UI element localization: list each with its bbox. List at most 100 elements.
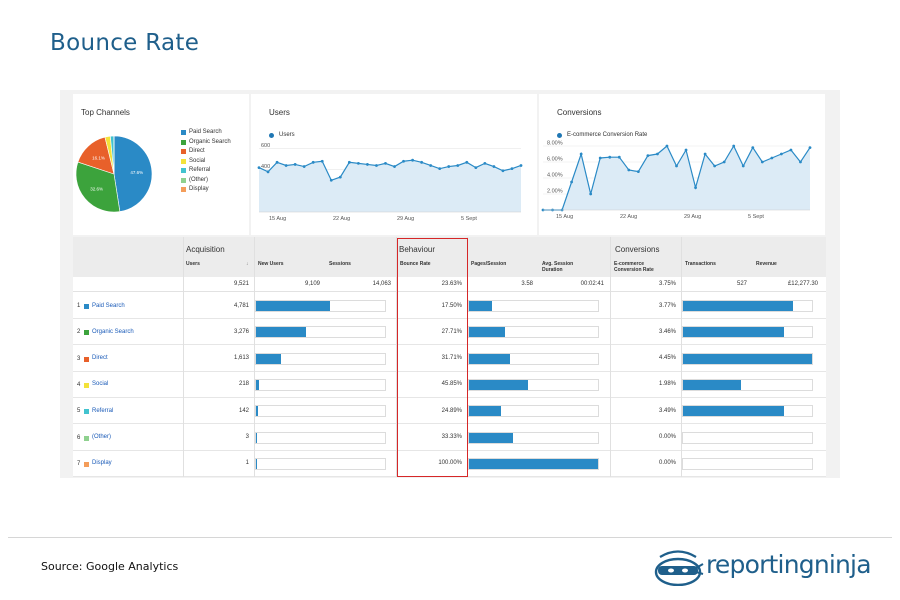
transactions-bar-track	[682, 378, 813, 391]
x-tick-label: 29 Aug	[397, 216, 414, 222]
cell-conversion-rate: 4.45%	[658, 355, 676, 362]
legend-label: Referral	[189, 167, 211, 173]
col-pages-session[interactable]: Pages/Session	[471, 261, 507, 267]
conversions-legend-label: E-commerce Conversion Rate	[567, 132, 648, 138]
data-point	[684, 148, 688, 152]
data-point	[598, 156, 602, 160]
cell-users: 1	[245, 460, 249, 467]
cell-bounce-rate: 33.33%	[441, 434, 462, 440]
users-legend: Users	[269, 132, 295, 138]
legend-item: (Other)	[181, 176, 231, 186]
data-point	[579, 152, 583, 156]
channel-link[interactable]: Social	[92, 381, 109, 388]
column-divider	[396, 237, 397, 477]
col-avg-session-line2: Duration	[542, 267, 563, 273]
col-transactions[interactable]: Transactions	[685, 261, 716, 267]
data-point	[420, 160, 424, 164]
cell-users: 142	[238, 407, 249, 414]
cell-users: 3,276	[233, 328, 249, 335]
legend-item: Social	[181, 157, 231, 167]
pages-session-bar	[469, 327, 506, 338]
series-line	[258, 159, 522, 182]
pie-slice-paid-search	[113, 135, 153, 212]
new-users-bar-track	[255, 326, 386, 339]
col-bounce-rate[interactable]: Bounce Rate	[400, 261, 431, 267]
cell-conversion-rate: 1.98%	[658, 381, 676, 388]
row-index: 7	[77, 460, 81, 467]
data-point	[293, 163, 297, 166]
x-tick-label: 5 Sept	[748, 214, 764, 220]
pie-slice-label: 16.1%	[92, 155, 105, 160]
top-channels-legend: Paid Search Organic Search Direct Social Ref…	[181, 128, 231, 195]
legend-label: Organic Search	[189, 138, 231, 145]
row-index: 1	[77, 303, 81, 309]
channel-link[interactable]: Display	[92, 460, 112, 467]
col-new-users[interactable]: New Users	[258, 261, 284, 267]
data-point	[429, 164, 433, 167]
column-divider	[681, 237, 682, 477]
channel-link[interactable]: Organic Search	[92, 328, 134, 335]
col-users[interactable]: Users	[186, 261, 200, 267]
pages-session-bar-track	[468, 300, 599, 312]
top-channels-widget: Top Channels 47.6% 32.6% 16.1% Paid Search…	[73, 94, 249, 235]
pages-session-bar	[469, 301, 493, 311]
data-point	[311, 160, 315, 164]
data-point	[384, 161, 387, 165]
legend-swatch	[181, 168, 186, 174]
channel-link[interactable]: Paid Search	[92, 302, 125, 309]
legend-swatch	[181, 187, 186, 193]
new-users-bar-track	[255, 457, 386, 470]
legend-swatch	[181, 139, 186, 145]
channel-link[interactable]: Direct	[92, 355, 108, 362]
channel-link[interactable]: Referral	[92, 407, 114, 414]
table-row: 6 (Other) 3 33.33% 0.00%	[73, 425, 826, 451]
pie-slice-label: 32.6%	[90, 187, 103, 192]
data-point	[356, 161, 360, 165]
ninja-logo-icon	[654, 550, 704, 586]
total-bounce-rate: 23.63%	[441, 281, 462, 287]
col-conversion-rate[interactable]: E-commerce Conversion Rate	[614, 261, 654, 273]
data-point	[501, 169, 505, 173]
table-row: 4 Social 218 45.85% 1.98%	[73, 372, 826, 398]
row-index: 3	[77, 355, 81, 362]
x-tick-label: 22 Aug	[620, 214, 637, 220]
top-channels-title: Top Channels	[81, 108, 130, 117]
pages-session-bar	[469, 353, 511, 364]
y-tick-label: 2.00%	[547, 189, 563, 195]
data-point	[636, 170, 640, 173]
data-point	[751, 146, 755, 149]
transactions-bar-track	[682, 300, 813, 312]
cell-bounce-rate: 24.89%	[441, 407, 462, 414]
footer-divider	[8, 537, 892, 538]
channel-link[interactable]: (Other)	[92, 434, 112, 440]
row-index: 5	[77, 408, 81, 415]
transactions-bar-track	[682, 326, 813, 339]
cell-bounce-rate: 17.50%	[441, 302, 462, 309]
source-caption: Source: Google Analytics	[41, 560, 179, 573]
row-index: 2	[77, 329, 81, 336]
new-users-bar	[256, 327, 307, 338]
pages-session-bar	[469, 379, 529, 390]
conversions-title: Conversions	[557, 108, 602, 117]
legend-item: Direct	[181, 147, 231, 157]
data-point	[779, 152, 783, 156]
col-sessions[interactable]: Sessions	[329, 261, 351, 267]
data-point	[329, 178, 333, 182]
col-revenue[interactable]: Revenue	[756, 261, 777, 267]
cell-conversion-rate: 3.46%	[658, 328, 676, 335]
pie-slice-label: 47.6%	[130, 170, 143, 175]
total-pages-session: 3.58	[521, 281, 533, 287]
col-avg-session-line1: Avg. Session	[542, 261, 574, 267]
table-row: 5 Referral 142 24.89% 3.49%	[73, 398, 826, 425]
legend-item: Display	[181, 185, 231, 195]
sort-desc-icon[interactable]: ↓	[246, 261, 249, 267]
transactions-bar-track	[682, 431, 813, 444]
pages-session-bar-track	[468, 326, 599, 339]
data-point	[320, 159, 324, 163]
pages-session-bar-track	[468, 405, 599, 418]
col-avg-session-duration[interactable]: Avg. Session Duration	[542, 261, 573, 273]
data-point	[760, 160, 764, 164]
legend-item: Paid Search	[181, 128, 231, 138]
total-avg-duration: 00:02:41	[580, 281, 604, 287]
table-row: 1 Paid Search 4,781 17.50% 3.77%	[73, 293, 826, 319]
